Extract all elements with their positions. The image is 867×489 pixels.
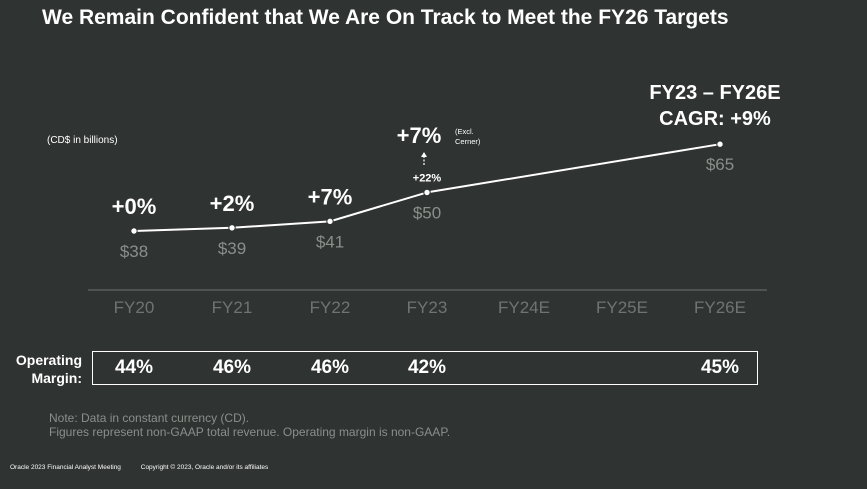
value-label: $39	[218, 239, 246, 258]
footnote-line2: Figures represent non-GAAP total revenue…	[49, 425, 451, 439]
x-tick-label: FY26E	[694, 298, 746, 317]
operating-margin-label-line1: Operating	[15, 352, 82, 368]
page-title: We Remain Confident that We Are On Track…	[42, 6, 729, 29]
growth-label: +2%	[210, 191, 255, 216]
cagr-line1: FY23 – FY26E	[649, 82, 781, 104]
value-label: $38	[120, 242, 148, 261]
cagr-line2: CAGR: +9%	[659, 108, 771, 130]
excl-cerner-growth-label: +7%	[397, 123, 442, 148]
footer-copyright: Copyright © 2023, Oracle and/or its affi…	[140, 464, 269, 471]
data-point	[716, 140, 724, 148]
data-point	[228, 224, 236, 232]
revenue-line-chart: $38 $39 $41 $50 $65 +0% +2% +7% +22% +7% (Excl.Cer…	[88, 123, 767, 317]
growth-label: +22%	[413, 172, 442, 184]
cagr-callout: FY23 – FY26E CAGR: +9%	[600, 80, 830, 132]
excl-cerner-arrow-head	[421, 152, 427, 157]
operating-margin-value: 46%	[212, 357, 252, 378]
operating-margin-label: Operating Margin:	[4, 351, 82, 387]
excl-cerner-note: (Excl.	[455, 127, 474, 136]
operating-margin-value: 46%	[310, 357, 350, 378]
data-point	[130, 227, 138, 235]
x-tick-label: FY24E	[498, 298, 550, 317]
value-label: $41	[316, 232, 344, 251]
series-line-segment	[329, 191, 428, 223]
footer: Oracle 2023 Financial Analyst Meeting Co…	[10, 464, 286, 471]
unit-label: (CD$ in billions)	[47, 135, 118, 146]
operating-margin-value: 45%	[700, 357, 740, 378]
series-line-segment	[231, 220, 331, 229]
footnote: Note: Data in constant currency (CD). Fi…	[49, 411, 450, 439]
series-line-segment	[133, 226, 233, 232]
operating-margin-label-line2: Margin:	[31, 370, 82, 386]
x-tick-label: FY20	[114, 298, 155, 317]
x-tick-label: FY23	[407, 298, 448, 317]
excl-cerner-note: Cerner)	[455, 137, 481, 146]
data-point	[423, 188, 431, 197]
data-point	[326, 217, 334, 226]
operating-margin-box	[92, 351, 758, 385]
footnote-line1: Note: Data in constant currency (CD).	[49, 411, 250, 425]
x-tick-label: FY21	[212, 298, 253, 317]
operating-margin-value: 44%	[114, 357, 154, 378]
series-line-segment	[426, 143, 721, 194]
x-tick-label: FY25E	[596, 298, 648, 317]
growth-label: +7%	[308, 184, 353, 209]
footer-event: Oracle 2023 Financial Analyst Meeting	[10, 464, 121, 471]
growth-label: +0%	[112, 194, 157, 219]
value-label: $50	[413, 203, 441, 222]
value-label: $65	[706, 155, 734, 174]
operating-margin-value: 42%	[407, 357, 447, 378]
x-tick-label: FY22	[310, 298, 351, 317]
